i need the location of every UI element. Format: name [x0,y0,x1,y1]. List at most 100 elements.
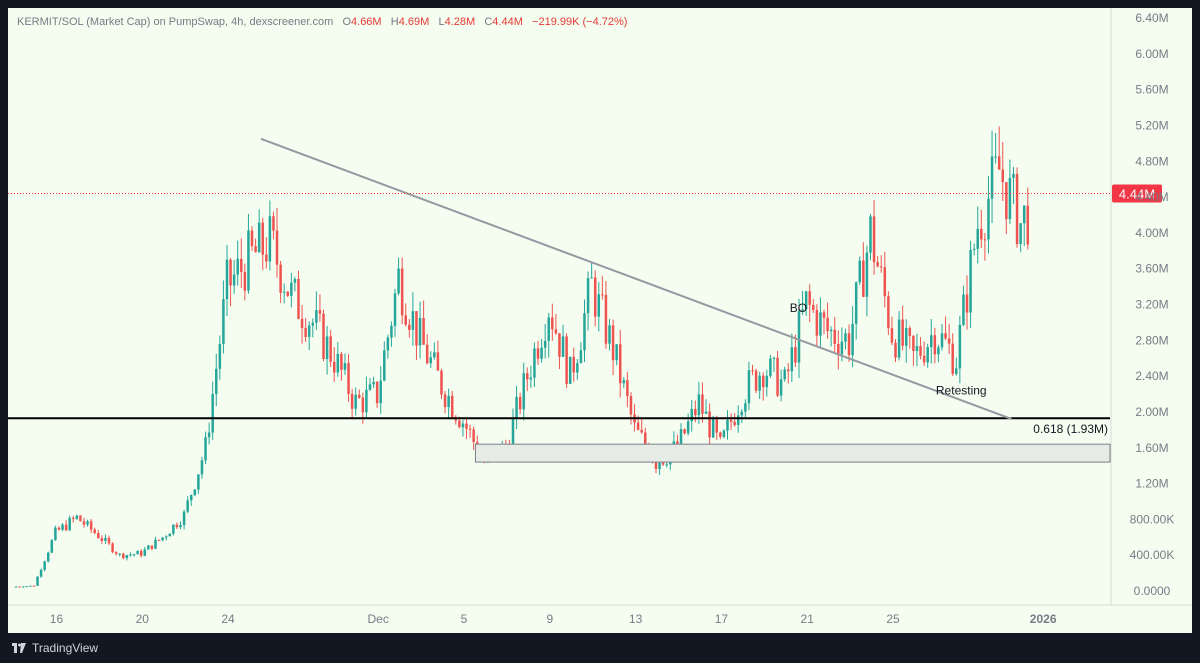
candle-up [429,357,433,364]
open-value: 4.66M [351,16,382,28]
candle-down [240,258,243,272]
candle-up [736,415,740,425]
tradingview-brand-label: TradingView [32,641,99,655]
candle-down [375,381,379,404]
candle-down [250,230,254,247]
candle-down [286,291,290,296]
candle-up [143,549,147,556]
candle-up [204,437,207,461]
candle-up [211,394,214,433]
candle-up [186,500,189,512]
candle-up [962,294,965,325]
candle-up [915,346,919,351]
candle-down [329,336,332,362]
candle-up [118,553,121,555]
candle-up [207,432,211,438]
candle-down [554,329,558,334]
y-axis: 6.40M 6.00M 5.60M 5.20M 4.80M 4.40M 4.00M 3.60M… [1110,8,1175,605]
candle-up [622,380,626,384]
candle-up [858,260,862,283]
change-value: −219.99K (−4.72%) [532,16,628,28]
candle-down [265,254,268,262]
candle-down [708,411,711,438]
candle-down [229,259,232,286]
candle-down [876,262,879,267]
tradingview-brand[interactable]: TradingView [12,641,98,655]
x-tick-label: 24 [221,612,235,626]
candle-down [593,277,597,317]
candle-up [325,336,329,359]
x-tick-label: 5 [461,612,468,626]
candle-up [511,417,515,450]
candle-down [776,357,779,396]
candle-down [729,419,733,422]
candle-up [897,319,901,358]
candle-down [404,315,407,325]
candle-down [322,313,325,359]
price-chart[interactable]: 0.618 (1.93M) 4.44M BO Retesting 6.40M 6.00M… [8,8,1192,633]
candle-up [215,368,218,395]
current-price-tag [1112,184,1162,203]
candle-up [804,291,808,310]
candle-up [447,395,450,407]
candle-down [79,515,82,522]
candle-down [157,539,161,541]
candle-down [415,311,418,346]
candle-down [751,370,754,372]
low-value: 4.28M [444,16,476,28]
candle-up [461,423,465,428]
candle-up [840,341,844,355]
candle-up [172,524,175,534]
candle-down [114,552,118,554]
candle-down [887,296,890,329]
candle-up [769,358,772,376]
candle-up [904,328,908,346]
candle-down [980,228,983,240]
candle-down [300,318,304,328]
x-tick-label: 2026 [1030,612,1057,626]
trendline [260,137,1013,421]
candle-up [976,228,979,249]
candle-up [783,369,786,380]
candle-up [665,464,668,466]
candle-up [393,293,397,326]
candle-up [844,333,847,342]
candle-up [955,368,958,374]
candle-down [472,429,475,442]
candle-up [543,340,547,348]
chart-frame[interactable]: 0.618 (1.93M) 4.44M BO Retesting 6.40M 6.00M… [8,8,1192,633]
y-tick-label: 400.00K [1130,548,1175,562]
candle-up [268,216,272,262]
candle-up [343,363,347,370]
candle-down [64,524,68,531]
y-tick-label: 800.00K [1130,512,1175,526]
candle-up [1012,173,1015,178]
candle-down [944,333,947,339]
candle-up [940,333,944,348]
candle-up [368,384,372,390]
candle-up [726,419,729,431]
candle-up [994,156,997,158]
candle-up [257,222,261,253]
candle-down [872,216,876,263]
candle-down [837,343,840,355]
candle-up [383,350,386,381]
candle-up [533,348,536,378]
candle-down [983,239,987,241]
candle-up [354,394,357,409]
y-tick-label: 2.40M [1135,369,1168,383]
candle-up [958,324,962,369]
candle-up [522,373,525,410]
x-tick-label: 17 [715,612,729,626]
candle-up [529,377,533,380]
candle-down [400,268,404,316]
candle-up [54,527,57,541]
x-tick-label: 16 [50,612,64,626]
candle-down [879,266,883,268]
candle-down [947,338,951,344]
demand-zone [474,443,1111,463]
candle-down [683,429,686,434]
x-axis: 162024Dec5913172125202616 [8,604,1192,626]
candle-up [168,533,172,537]
candle-up [222,299,225,345]
